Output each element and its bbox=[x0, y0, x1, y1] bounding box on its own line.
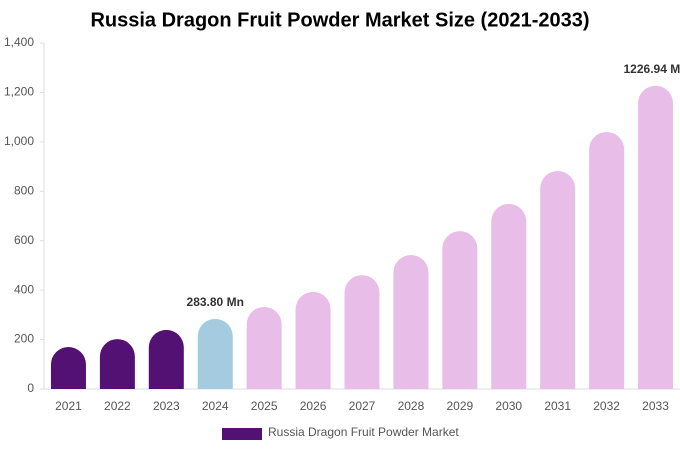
y-tick-label: 400 bbox=[14, 282, 34, 296]
x-tick-label: 2032 bbox=[593, 399, 620, 413]
x-tick-label: 2025 bbox=[251, 399, 278, 413]
bar bbox=[295, 291, 331, 389]
bar bbox=[50, 346, 86, 389]
data-label: 1226.94 Mn bbox=[624, 62, 680, 76]
y-tick-label: 1,000 bbox=[4, 134, 34, 148]
y-tick-label: 800 bbox=[14, 183, 34, 197]
x-tick-label: 2023 bbox=[153, 399, 180, 413]
bar bbox=[344, 275, 380, 389]
bar bbox=[589, 131, 625, 389]
x-tick-label: 2027 bbox=[349, 399, 376, 413]
bar bbox=[491, 203, 527, 389]
bar bbox=[393, 255, 429, 389]
data-label: 283.80 Mn bbox=[187, 295, 244, 309]
x-tick-label: 2031 bbox=[544, 399, 571, 413]
x-tick-label: 2030 bbox=[495, 399, 522, 413]
legend-swatch bbox=[222, 428, 262, 440]
bar bbox=[246, 306, 282, 389]
x-tick-label: 2022 bbox=[104, 399, 131, 413]
bar bbox=[99, 339, 135, 389]
y-tick-label: 600 bbox=[14, 233, 34, 247]
bar bbox=[197, 318, 233, 389]
x-tick-label: 2024 bbox=[202, 399, 229, 413]
y-tick-label: 1,200 bbox=[4, 85, 34, 99]
x-tick-label: 2028 bbox=[398, 399, 425, 413]
bar bbox=[442, 231, 478, 389]
y-tick-label: 1,400 bbox=[4, 35, 34, 49]
y-tick-label: 0 bbox=[27, 381, 34, 395]
chart-title: Russia Dragon Fruit Powder Market Size (… bbox=[90, 9, 589, 31]
bar bbox=[540, 171, 576, 389]
x-tick-label: 2033 bbox=[642, 399, 669, 413]
bar bbox=[148, 329, 184, 389]
x-tick-label: 2029 bbox=[446, 399, 473, 413]
x-tick-label: 2021 bbox=[55, 399, 82, 413]
bar bbox=[638, 85, 674, 390]
y-tick-label: 200 bbox=[14, 332, 34, 346]
legend-label: Russia Dragon Fruit Powder Market bbox=[268, 425, 459, 439]
x-tick-label: 2026 bbox=[300, 399, 327, 413]
